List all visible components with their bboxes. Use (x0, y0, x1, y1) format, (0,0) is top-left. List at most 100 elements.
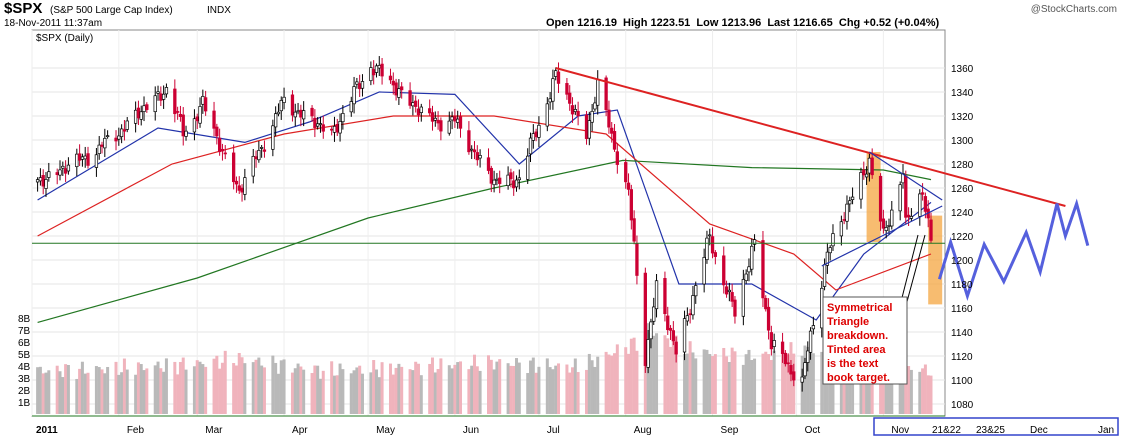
candle-body (531, 133, 535, 141)
volume-bar (201, 364, 205, 414)
candle-body (898, 184, 902, 212)
volume-bar (596, 356, 600, 414)
candle-body (744, 273, 748, 281)
volume-bar (388, 363, 392, 414)
candle-body (223, 152, 227, 155)
volume-bar (548, 367, 552, 414)
volume-bar (156, 361, 160, 414)
volume-bar (282, 359, 286, 414)
volume-bar (467, 369, 471, 414)
candle-body (201, 96, 205, 105)
volume-bar (576, 372, 580, 414)
annotation-box (822, 296, 908, 385)
candle-body (492, 179, 496, 186)
volume-bar (243, 363, 247, 414)
volume-bar (498, 359, 502, 414)
volume-bar (341, 369, 345, 414)
candle-body (105, 135, 110, 138)
volume-bar (881, 358, 885, 414)
volume-bar (627, 353, 631, 414)
volume-bar (234, 365, 238, 414)
candle-body (825, 251, 830, 266)
candle-body (870, 157, 874, 176)
volume-bar (862, 359, 866, 414)
candle-body (587, 120, 591, 139)
volume-bar (257, 357, 261, 414)
candle-body (195, 116, 199, 122)
volume-bar (430, 357, 434, 414)
candle-body (708, 234, 712, 237)
volume-bar (865, 358, 869, 414)
annotation-line-5: is the text (827, 358, 879, 370)
volume-bar (610, 355, 614, 414)
candle-body (878, 175, 883, 222)
volume-bar (624, 347, 628, 414)
plot-frame (31, 29, 946, 417)
volume-bar (472, 354, 476, 414)
candle-body (181, 114, 185, 137)
candle-body (506, 174, 510, 186)
candle-body (545, 103, 549, 127)
volume-bar (122, 358, 126, 414)
candle-body (904, 175, 908, 218)
candle-body (478, 155, 482, 159)
x-tick-label: 23&25 (976, 425, 1005, 436)
candle-body (156, 91, 160, 94)
volume-bar (310, 373, 314, 414)
volume-bar (447, 365, 451, 414)
candle-body (596, 79, 600, 106)
x-tick-label: Feb (127, 425, 145, 436)
candle-body (772, 340, 776, 347)
volume-bar (663, 335, 667, 414)
candle-body (374, 65, 379, 73)
volume-tick-label: 1B (18, 398, 31, 409)
volume-bar (198, 361, 202, 414)
y-tick-label: 1200 (951, 256, 974, 267)
candle-body (75, 153, 79, 168)
candle-body (733, 299, 737, 317)
volume-bar (360, 373, 364, 414)
volume-bar (643, 333, 647, 414)
y-tick-label: 1220 (951, 232, 974, 243)
candle-body (747, 266, 751, 273)
volume-bar (114, 361, 118, 414)
volume-bar (453, 364, 457, 414)
candle-body (803, 362, 807, 377)
candle-body (537, 124, 541, 138)
volume-bar (666, 338, 670, 414)
volume-bar (694, 358, 698, 414)
volume-bar (506, 363, 510, 414)
volume-bar (537, 366, 541, 414)
volume-bar (321, 370, 325, 414)
volume-bar (764, 351, 768, 414)
candle-body (649, 321, 653, 340)
candle-body (923, 196, 928, 212)
volume-bar (727, 362, 731, 414)
y-tick-label: 1160 (951, 304, 973, 315)
volume-bar (55, 365, 59, 414)
candle-body (318, 123, 323, 125)
candle-body (671, 330, 675, 342)
volume-bar (772, 350, 776, 414)
y-tick-label: 1180 (951, 280, 973, 291)
candle-body (352, 86, 356, 105)
candle-body (584, 114, 589, 139)
volume-bar (352, 370, 356, 414)
volume-bar (806, 346, 810, 414)
candle-body (184, 130, 188, 137)
candle-body (279, 100, 283, 112)
volume-bar (313, 365, 317, 414)
candle-body (142, 105, 146, 112)
candle-body (117, 135, 121, 140)
candle-body (397, 88, 401, 98)
candle-body (114, 137, 118, 142)
x-tick-label: Jul (547, 425, 560, 436)
volume-bar (554, 365, 558, 414)
volume-bar (223, 350, 227, 414)
projection-zigzag (937, 198, 1090, 301)
candle-body (850, 196, 855, 200)
volume-bar (890, 356, 894, 414)
volume-bar (458, 361, 462, 414)
candle-body (35, 179, 40, 183)
volume-tick-label: 7B (18, 326, 31, 337)
